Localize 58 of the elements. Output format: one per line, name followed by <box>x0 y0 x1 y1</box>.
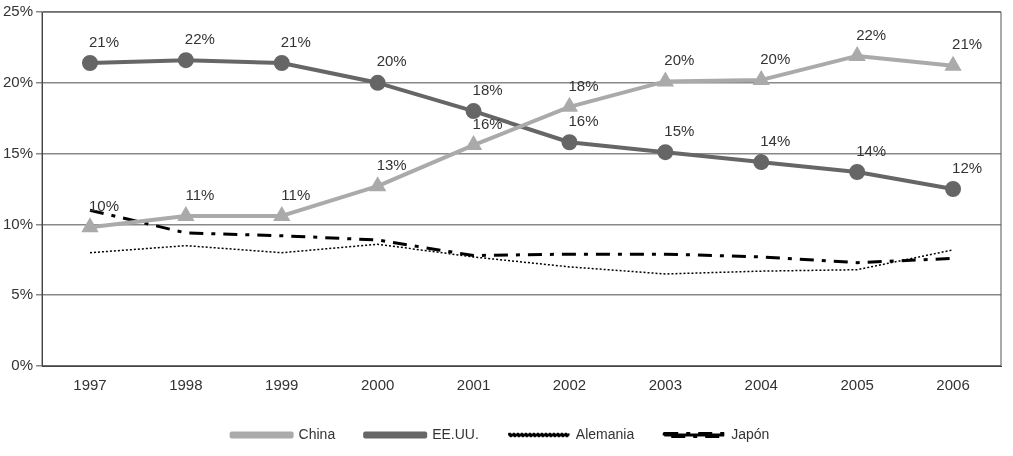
point <box>369 74 386 91</box>
x-tick-label: 2003 <box>648 376 683 394</box>
x-tick-label: 2006 <box>936 376 970 394</box>
data-label: 21% <box>952 35 983 53</box>
legend-label: EE.UU. <box>432 425 479 442</box>
point <box>274 207 289 221</box>
point <box>466 137 481 151</box>
data-label: 14% <box>760 131 791 149</box>
x-tick-label: 1999 <box>265 376 299 394</box>
x-tick-label: 1998 <box>169 376 203 394</box>
x-tick-label: 2002 <box>552 376 587 394</box>
legend-label: Japón <box>731 425 770 442</box>
point <box>82 219 98 233</box>
data-label: 20% <box>376 52 407 70</box>
y-tick-label: 20% <box>2 72 34 90</box>
x-tick-label: 2000 <box>360 376 395 394</box>
x-tick-label: 2004 <box>744 376 778 394</box>
point <box>273 54 290 71</box>
point <box>658 73 673 87</box>
point <box>81 54 98 71</box>
data-label: 13% <box>376 155 407 173</box>
data-label: 22% <box>856 25 887 43</box>
point <box>465 103 482 120</box>
y-tick-label: 15% <box>2 143 34 161</box>
data-label: 16% <box>472 114 503 132</box>
x-tick-label: 2005 <box>840 376 874 394</box>
data-label: 21% <box>88 32 119 50</box>
point <box>849 47 865 61</box>
data-label: 10% <box>88 196 119 214</box>
y-tick-label: 10% <box>2 214 34 232</box>
data-label: 11% <box>185 185 215 203</box>
data-label: 21% <box>280 32 311 50</box>
data-label: 11% <box>281 185 311 203</box>
point <box>754 71 769 85</box>
point <box>657 144 674 161</box>
data-label: 22% <box>184 29 215 47</box>
data-label: 16% <box>568 111 599 129</box>
data-label: 18% <box>472 80 503 98</box>
point <box>849 164 866 181</box>
data-label: 20% <box>760 49 791 67</box>
data-label: 15% <box>664 121 695 139</box>
y-tick-label: 25% <box>2 2 34 20</box>
y-tick-label: 0% <box>11 356 34 374</box>
x-tick-label: 1997 <box>73 376 107 394</box>
data-label: 12% <box>952 158 983 176</box>
point <box>561 134 578 151</box>
y-tick-label: 5% <box>11 285 34 303</box>
point <box>177 52 194 69</box>
legend-label: China <box>298 425 336 442</box>
point <box>178 207 194 221</box>
legend-label: Alemania <box>575 425 635 442</box>
point <box>945 57 961 71</box>
point <box>562 98 577 112</box>
x-tick-label: 2001 <box>456 376 491 394</box>
point <box>370 178 385 192</box>
data-label: 20% <box>664 51 695 69</box>
point <box>945 181 962 197</box>
point <box>753 154 770 171</box>
